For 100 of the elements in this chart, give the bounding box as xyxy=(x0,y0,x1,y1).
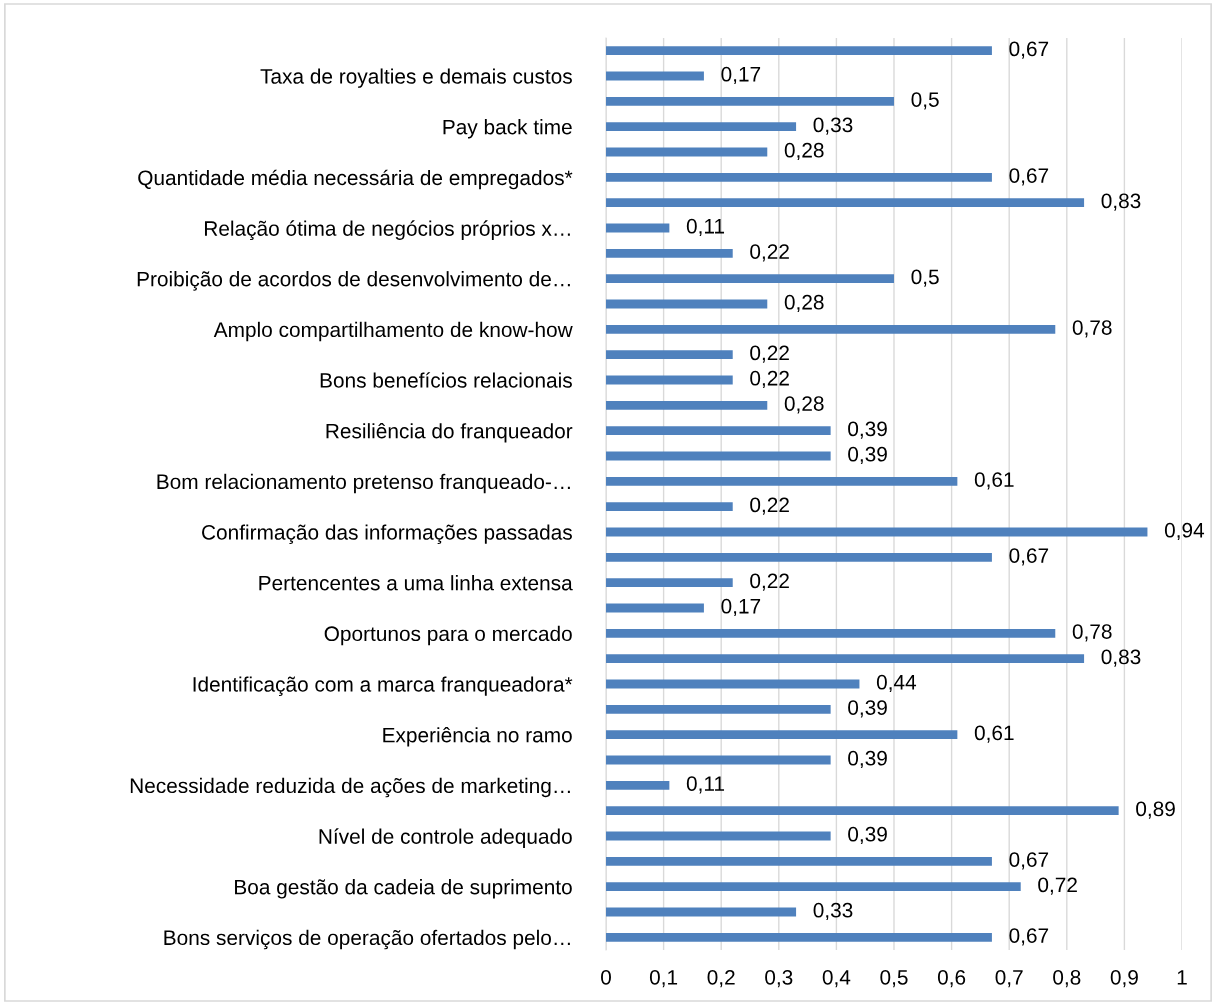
data-label: 0,78 xyxy=(1072,320,1112,338)
y-tick-label: Quantidade média necessária de empregados* xyxy=(138,169,573,190)
data-label: 0,67 xyxy=(1009,928,1049,946)
y-tick-label: Relação ótima de negócios próprios x… xyxy=(204,220,570,241)
data-label: 0,39 xyxy=(848,826,887,845)
data-label: 0,22 xyxy=(750,370,789,389)
x-tick-label: 0 xyxy=(601,969,611,985)
bar xyxy=(606,96,894,106)
bar xyxy=(606,831,831,841)
bar xyxy=(606,654,1085,664)
bar xyxy=(606,603,704,613)
bar xyxy=(606,147,768,157)
data-label: 0,28 xyxy=(784,294,824,313)
y-tick-label: Nível de controle adequado xyxy=(319,828,572,848)
bar xyxy=(606,730,958,740)
data-label: 0,83 xyxy=(1101,193,1141,211)
bar xyxy=(606,578,733,588)
data-label: 0,22 xyxy=(750,573,789,591)
data-label: 0,67 xyxy=(1009,41,1049,59)
bar xyxy=(606,856,992,866)
bar xyxy=(606,223,670,233)
bar xyxy=(606,274,894,284)
data-label: 0,28 xyxy=(784,142,824,161)
data-label: 0,61 xyxy=(974,725,1014,743)
data-label: 0,22 xyxy=(750,345,789,363)
x-tick-label: 0,3 xyxy=(765,969,793,988)
data-label: 0,5 xyxy=(911,92,939,110)
data-label: 0,39 xyxy=(848,421,887,439)
data-label: 0,22 xyxy=(750,497,789,515)
data-label: 0,28 xyxy=(784,396,824,414)
y-tick-label: Bom relacionamento pretenso franqueado-… xyxy=(157,473,570,494)
y-tick-label: Oportunos para o mercado xyxy=(324,625,572,646)
y-tick-label: Confirmação das informações passadas xyxy=(202,524,572,544)
bar xyxy=(606,299,768,309)
bar xyxy=(606,324,1056,334)
bar xyxy=(606,476,958,486)
data-label: 0,33 xyxy=(813,117,853,135)
bar xyxy=(606,780,670,790)
data-label: 0,39 xyxy=(848,750,887,769)
data-label: 0,17 xyxy=(721,66,761,85)
data-label: 0,44 xyxy=(876,674,917,693)
y-tick-label: Amplo compartilhamento de know-how xyxy=(213,321,573,342)
data-label: 0,33 xyxy=(813,902,853,921)
x-tick-label: 0,4 xyxy=(822,969,851,988)
y-tick-label: Bons serviços de operação ofertados pelo… xyxy=(164,929,570,950)
y-tick-label: Bons benefícios relacionais xyxy=(320,372,572,388)
x-tick-label: 0,5 xyxy=(880,969,908,988)
data-label: 0,39 xyxy=(848,700,887,718)
data-label: 0,5 xyxy=(911,269,939,287)
x-tick-label: 1 xyxy=(1177,970,1187,985)
data-label: 0,22 xyxy=(750,244,789,262)
bar xyxy=(606,172,992,182)
bar xyxy=(606,552,992,562)
y-tick-label: Resiliência do franqueador xyxy=(326,423,573,443)
bar xyxy=(606,46,992,56)
data-label: 0,39 xyxy=(848,446,887,465)
y-tick-label: Boa gestão da cadeia de suprimento xyxy=(235,879,572,899)
y-tick-label: Experiência no ramo xyxy=(383,727,572,747)
data-label: 0,72 xyxy=(1038,877,1077,895)
data-label: 0,94 xyxy=(1164,522,1205,541)
data-label: 0,17 xyxy=(721,598,761,617)
x-tick-label: 0,6 xyxy=(937,969,966,988)
bar xyxy=(606,755,831,765)
y-tick-label: Taxa de royalties e demais custos xyxy=(260,68,572,88)
bar xyxy=(606,71,704,81)
data-label: 0,83 xyxy=(1101,649,1141,667)
bar xyxy=(606,502,733,512)
y-tick-label: Identificação com a marca franqueadora* xyxy=(193,676,573,696)
bar xyxy=(606,426,831,436)
x-tick-label: 0,2 xyxy=(707,969,735,988)
x-tick-label: 0,8 xyxy=(1053,969,1081,988)
bar xyxy=(606,907,797,917)
x-tick-label: 0,9 xyxy=(1110,969,1138,988)
x-tick-label: 0,7 xyxy=(995,969,1023,988)
bar xyxy=(606,400,768,410)
bar xyxy=(606,248,733,258)
data-label: 0,67 xyxy=(1009,852,1049,870)
bar xyxy=(606,527,1148,537)
bar xyxy=(606,198,1085,208)
bar xyxy=(606,882,1021,892)
bar xyxy=(606,806,1119,816)
bar xyxy=(606,704,831,714)
bar xyxy=(606,375,733,385)
bar xyxy=(606,679,860,689)
y-tick-label: Proibição de acordos de desenvolvimento de… xyxy=(137,271,570,291)
bar xyxy=(606,932,992,942)
bar xyxy=(606,451,831,461)
y-tick-label: Necessidade reduzida de ações de marketing… xyxy=(130,777,570,798)
x-tick-label: 0,1 xyxy=(649,969,678,988)
data-label: 0,67 xyxy=(1009,168,1049,186)
data-label: 0,78 xyxy=(1072,624,1112,642)
data-label: 0,67 xyxy=(1009,548,1049,566)
data-label: 0,61 xyxy=(974,472,1014,490)
bar xyxy=(606,122,797,132)
bar xyxy=(606,350,733,360)
bar xyxy=(606,628,1056,638)
data-label: 0,89 xyxy=(1136,801,1175,819)
y-tick-label: Pay back time xyxy=(443,119,572,139)
data-label: 0,11 xyxy=(686,776,725,794)
data-label: 0,11 xyxy=(686,218,725,237)
